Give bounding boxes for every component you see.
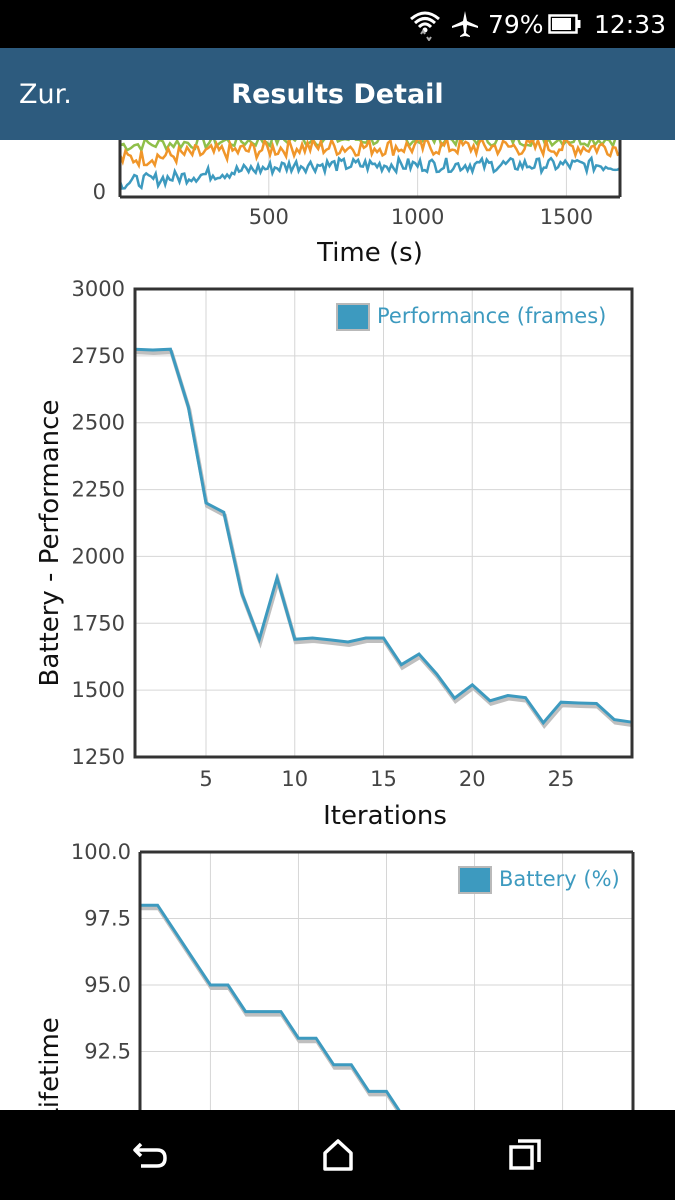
y-tick-label: 97.5 bbox=[84, 907, 131, 931]
navigation-bar bbox=[0, 1110, 675, 1200]
legend-swatch bbox=[336, 303, 370, 331]
battery-percent: 79% bbox=[488, 9, 544, 39]
y-axis-label: Lifetime bbox=[35, 1017, 65, 1110]
y-tick-label: 1750 bbox=[72, 611, 125, 635]
y-tick-label: 3000 bbox=[72, 277, 125, 301]
plot-frame bbox=[133, 287, 634, 759]
y-tick-label: 100.0 bbox=[71, 840, 131, 864]
clock: 12:33 bbox=[594, 9, 667, 39]
series-line-performance bbox=[134, 347, 633, 726]
x-axis-label: Time (s) bbox=[316, 238, 423, 268]
x-tick-label: 500 bbox=[249, 205, 289, 229]
recents-icon[interactable] bbox=[480, 1110, 570, 1200]
app-bar: Zur. Results Detail bbox=[0, 48, 675, 140]
x-tick-label: 1500 bbox=[540, 205, 593, 229]
legend-swatch bbox=[458, 866, 492, 894]
home-icon[interactable] bbox=[293, 1110, 383, 1200]
series-line-blue bbox=[118, 154, 621, 191]
legend-label: Battery (%) bbox=[499, 867, 620, 891]
x-tick-label: 15 bbox=[370, 767, 397, 791]
y-tick-label: 0 bbox=[93, 180, 106, 204]
results-content[interactable]: 0 500 1000 1500 Time (s) 3000 2750 2500 2250 2000… bbox=[0, 140, 675, 1110]
airplane-icon bbox=[450, 0, 480, 48]
y-tick-label: 2750 bbox=[72, 344, 125, 368]
series-line-battery bbox=[140, 903, 401, 1110]
y-tick-label: 92.5 bbox=[84, 1040, 131, 1064]
y-tick-label: 1500 bbox=[72, 678, 125, 702]
back-button[interactable]: Zur. bbox=[19, 78, 72, 110]
back-icon[interactable] bbox=[106, 1110, 196, 1200]
y-tick-label: 95.0 bbox=[84, 973, 131, 997]
x-tick-label: 5 bbox=[199, 767, 212, 791]
series-line-orange bbox=[118, 140, 620, 170]
battery-icon bbox=[548, 0, 582, 48]
y-tick-label: 2000 bbox=[72, 544, 125, 568]
page-title: Results Detail bbox=[231, 78, 444, 110]
x-tick-label: 1000 bbox=[391, 205, 444, 229]
y-tick-label: 2500 bbox=[72, 411, 125, 435]
y-axis-label: Battery - Performance bbox=[35, 400, 65, 687]
y-tick-label: 1250 bbox=[72, 745, 125, 769]
x-tick-label: 10 bbox=[281, 767, 308, 791]
y-tick-label: 2250 bbox=[72, 478, 125, 502]
legend-label: Performance (frames) bbox=[377, 304, 606, 328]
wifi-icon bbox=[408, 0, 442, 48]
charts-canvas: 0 500 1000 1500 Time (s) 3000 2750 2500 2250 2000… bbox=[35, 140, 635, 1110]
series-line-shadow bbox=[135, 350, 634, 730]
x-tick-label: 20 bbox=[459, 767, 486, 791]
status-bar: 79% 12:33 bbox=[0, 0, 675, 48]
x-tick-label: 25 bbox=[548, 767, 575, 791]
x-axis-label: Iterations bbox=[323, 801, 447, 831]
